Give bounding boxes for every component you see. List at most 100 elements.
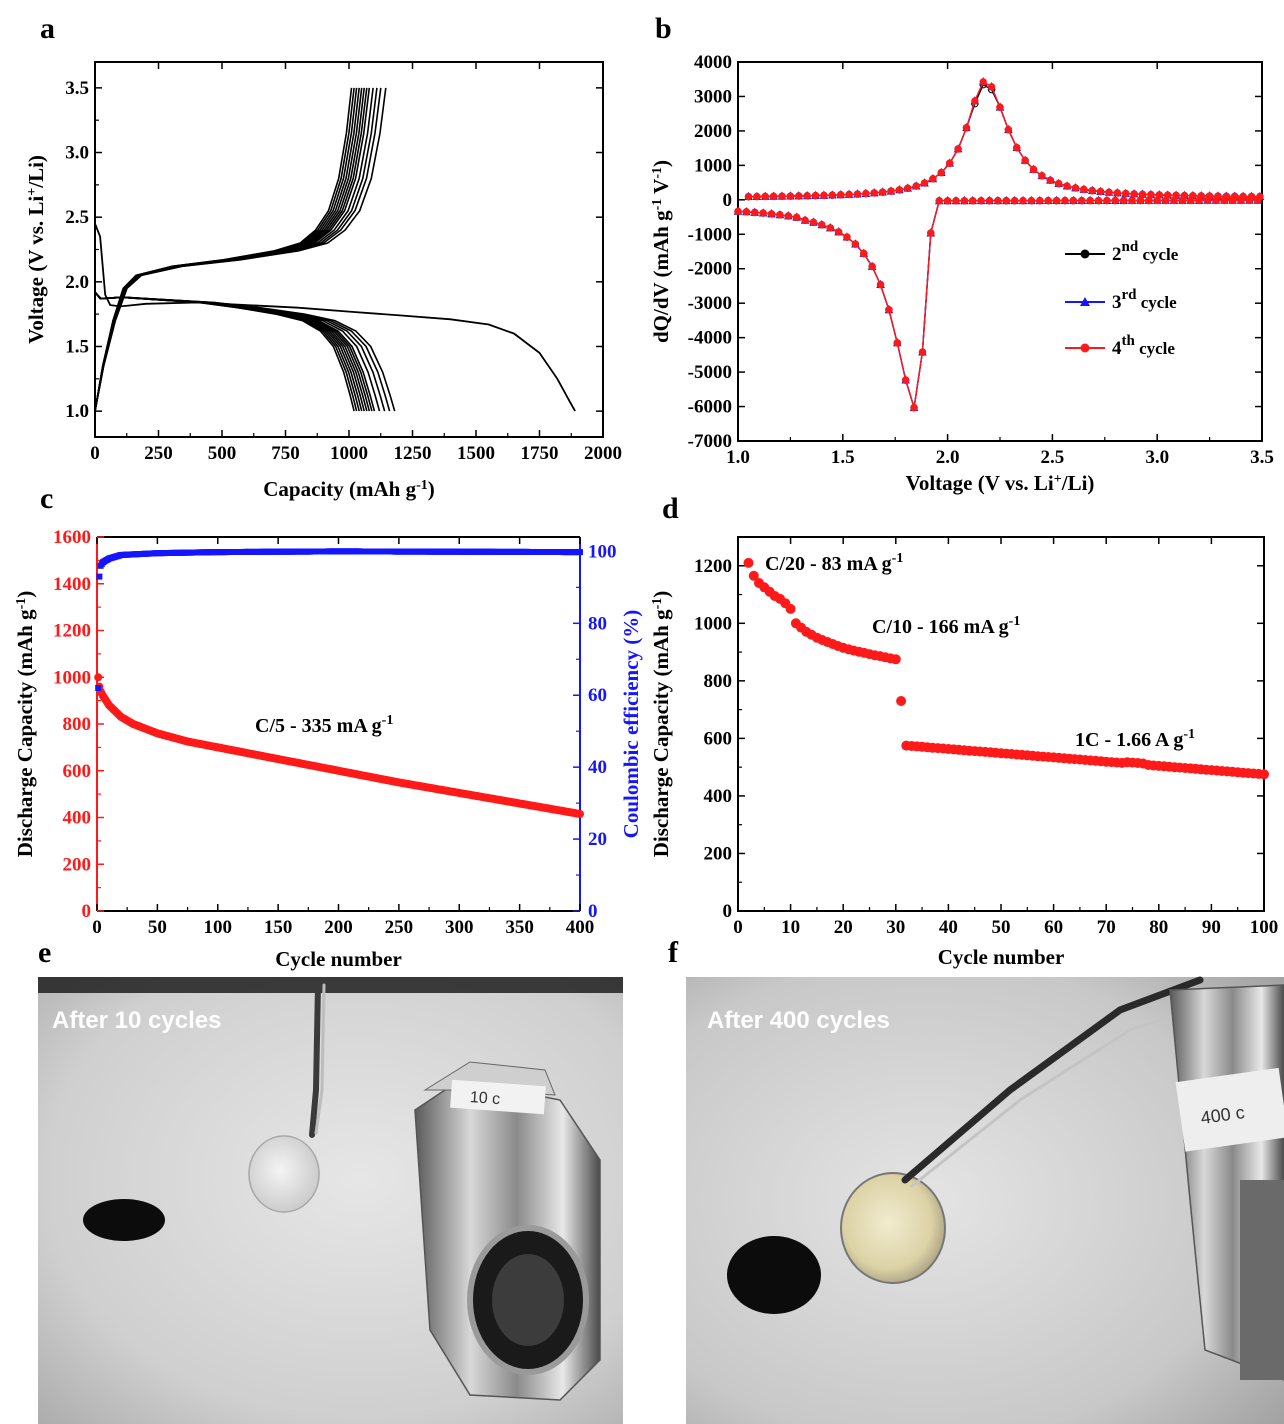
chart-d-xlabel: Cycle number bbox=[938, 945, 1065, 969]
chart-c-xtick-label: 250 bbox=[385, 917, 414, 938]
chart-b-4th-cycle-marker bbox=[1063, 182, 1071, 190]
chart-b-4th-cycle-marker bbox=[870, 189, 878, 197]
chart-b-4th-cycle-marker bbox=[1004, 125, 1013, 134]
chart-c-capacity-point bbox=[576, 810, 584, 818]
chart-b-4th-cycle-marker bbox=[1245, 196, 1254, 205]
panel-c-label: c bbox=[40, 482, 53, 515]
chart-a-charge-curve bbox=[94, 87, 378, 412]
chart-a-xtick-label: 1250 bbox=[394, 443, 432, 464]
chart-a-charge-curve bbox=[94, 87, 365, 412]
chart-a-ytick-label: 2.0 bbox=[65, 272, 89, 293]
chart-b-4th-cycle-marker bbox=[987, 83, 996, 91]
chart-b-4th-cycle-marker bbox=[744, 192, 753, 201]
chart-b-4th-cycle-marker bbox=[1119, 196, 1128, 205]
chart-b-xtick-label: 2.5 bbox=[1041, 447, 1065, 468]
chart-b-4th-cycle-marker bbox=[1203, 196, 1212, 205]
chart-b-4th-cycle-marker bbox=[1036, 196, 1044, 205]
chart-b-4th-cycle-marker bbox=[962, 124, 971, 132]
chart-b-4th-cycle-marker bbox=[937, 168, 946, 177]
photo-e: 10 c After 10 cycles bbox=[38, 977, 623, 1424]
chart-c-xtick-label: 350 bbox=[505, 917, 534, 938]
chart-d-annotation: C/20 - 83 mA g-1 bbox=[765, 551, 903, 575]
chart-c-ytick-label: 1600 bbox=[53, 527, 91, 548]
chart-b-xtick-label: 3.0 bbox=[1145, 447, 1169, 468]
swagelok-cell-e: 10 c bbox=[414, 1061, 601, 1401]
chart-b-4th-cycle-marker bbox=[1161, 196, 1170, 205]
chart-b-ytick-label: 0 bbox=[723, 190, 733, 211]
lithium-anode-disc-e bbox=[83, 1199, 165, 1241]
chart-b-4th-cycle-marker bbox=[887, 187, 895, 195]
chart-b-ytick-label: -6000 bbox=[688, 397, 732, 418]
chart-d-ytick-label: 600 bbox=[704, 728, 733, 749]
chart-b-4th-cycle-marker bbox=[761, 192, 769, 201]
chart-b-4th-cycle-marker bbox=[927, 229, 935, 237]
chart-d-point bbox=[896, 696, 907, 706]
chart-b-4th-cycle-marker bbox=[1054, 179, 1063, 188]
chart-b-4th-cycle-marker bbox=[893, 339, 901, 347]
chart-b-4th-cycle-marker bbox=[1130, 190, 1138, 198]
chart-b-2nd-cycle-charge-line bbox=[748, 83, 1260, 198]
chart-d-point bbox=[890, 654, 901, 665]
chart-d-xtick-label: 80 bbox=[1149, 917, 1168, 938]
chart-b-4th-cycle-marker bbox=[1138, 190, 1147, 199]
chart-b-4th-cycle-marker bbox=[759, 209, 767, 217]
chart-a-xtick-label: 250 bbox=[144, 443, 173, 464]
chart-d-xtick-label: 30 bbox=[886, 917, 905, 938]
chart-b-4th-cycle-marker bbox=[904, 184, 912, 192]
chart-b-ytick-label: -3000 bbox=[688, 293, 732, 314]
chart-b-4th-cycle-marker bbox=[1113, 189, 1122, 197]
chart-b-legend-label: 4th cycle bbox=[1112, 333, 1175, 359]
chart-b-4th-cycle-marker bbox=[837, 191, 845, 199]
chart-c-ytick-label: 200 bbox=[63, 854, 92, 875]
chart-d-point bbox=[1259, 769, 1269, 780]
chart-d-rate-capability: 0 10 20 30 40 50 60 70 80 90 100020040060080010001… bbox=[649, 536, 1279, 969]
chart-a-ytick-label: 2.5 bbox=[65, 207, 89, 228]
chart-b-4th-cycle-marker bbox=[751, 208, 759, 217]
chart-c-ytick-label: 600 bbox=[63, 761, 92, 782]
chart-b-4th-cycle-marker bbox=[1212, 196, 1220, 205]
chart-a-charge-discharge: 0 250 500 750 1000 1250 1500 1750 2000 1.0 1.5 2.0 2… bbox=[24, 61, 622, 501]
chart-c-ylabel-left: Discharge Capacity (mAh g-1) bbox=[13, 591, 37, 858]
chart-b-4th-cycle-marker bbox=[769, 192, 778, 201]
chart-a-first-discharge-curve bbox=[94, 223, 576, 412]
chart-d-ytick-label: 1000 bbox=[694, 613, 732, 634]
chart-b-ylabel: dQ/dV (mAh g-1 V-1) bbox=[649, 160, 673, 343]
chart-b-4th-cycle-marker bbox=[778, 192, 786, 200]
chart-c-ytick-label-right: 100 bbox=[588, 541, 617, 562]
chart-b-xlabel: Voltage (V vs. Li+/Li) bbox=[906, 471, 1095, 495]
chart-b-4th-cycle-marker bbox=[912, 182, 920, 190]
chart-a-xtick-label: 2000 bbox=[584, 443, 622, 464]
chart-a-charge-curve bbox=[94, 87, 360, 412]
chart-b-4th-cycle-marker bbox=[843, 233, 851, 241]
chart-d-ytick-label: 800 bbox=[704, 671, 733, 692]
chart-c-xtick-label: 200 bbox=[324, 917, 353, 938]
chart-c-xtick-label: 300 bbox=[445, 917, 474, 938]
panel-a-label: a bbox=[40, 12, 55, 45]
chart-c-ytick-label-right: 0 bbox=[588, 901, 598, 922]
chart-b-4th-cycle-marker bbox=[943, 197, 952, 205]
chart-d-ylabel: Discharge Capacity (mAh g-1) bbox=[649, 591, 673, 858]
chart-b-4th-cycle-marker bbox=[996, 103, 1004, 111]
chart-a-charge-curve bbox=[94, 87, 371, 412]
chart-c-ytick-label: 400 bbox=[63, 808, 92, 829]
chart-d-annotation: 1C - 1.66 A g-1 bbox=[1075, 727, 1195, 751]
chart-c-ytick-label: 1200 bbox=[53, 621, 91, 642]
chart-b-4th-cycle-marker bbox=[969, 197, 977, 205]
chart-b-xtick-label: 3.5 bbox=[1250, 447, 1274, 468]
chart-b-4th-cycle-marker bbox=[977, 197, 985, 205]
chart-b-4th-cycle-marker bbox=[929, 175, 937, 183]
chart-b-4th-cycle-marker bbox=[1088, 186, 1096, 195]
chart-a-ytick-label: 1.5 bbox=[65, 336, 89, 357]
chart-b-4th-cycle-marker bbox=[828, 191, 837, 199]
chart-a-xtick-label: 750 bbox=[271, 443, 300, 464]
chart-b-4th-cycle-marker bbox=[885, 306, 893, 314]
chart-a-charge-curve bbox=[94, 87, 368, 412]
chart-b-legend-marker bbox=[1080, 297, 1090, 306]
chart-b-legend-label: 2nd cycle bbox=[1112, 239, 1179, 265]
chart-a-ylabel: Voltage (V vs. Li+/Li) bbox=[24, 155, 48, 344]
chart-d-xtick-label: 100 bbox=[1250, 917, 1279, 938]
chart-d-ytick-label: 400 bbox=[704, 786, 733, 807]
chart-b-xtick-label: 1.5 bbox=[831, 447, 855, 468]
chart-a-xtick-label: 1500 bbox=[457, 443, 495, 464]
chart-b-4th-cycle-marker bbox=[1044, 196, 1052, 205]
